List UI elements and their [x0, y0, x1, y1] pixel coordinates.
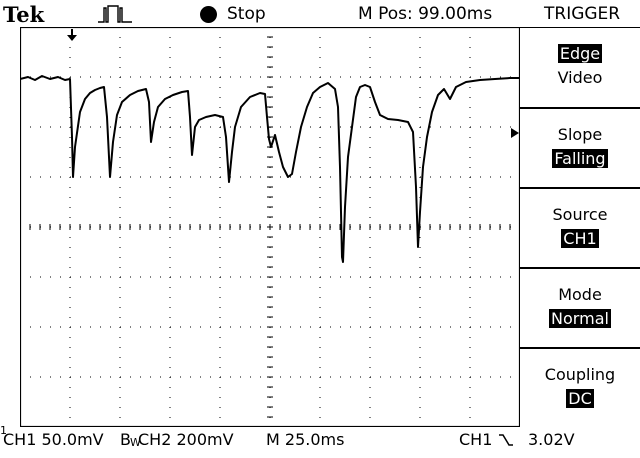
- run-state: Stop: [227, 4, 266, 24]
- menu-item-3[interactable]: Mode Normal: [520, 267, 640, 347]
- menu-title: TRIGGER: [544, 4, 621, 24]
- menu-item-value: Video: [557, 68, 603, 87]
- timebase: M 25.0ms: [266, 430, 345, 449]
- menu-item-1[interactable]: Slope Falling: [520, 107, 640, 187]
- menu-item-label: Mode: [558, 285, 602, 304]
- menu-item-value: CH1: [561, 229, 599, 248]
- menu-item-label: Source: [552, 205, 608, 224]
- menu-item-label: Coupling: [544, 365, 616, 384]
- trigger-level: 3.02V: [528, 430, 575, 449]
- menu-item-0[interactable]: Edge Video: [520, 27, 640, 107]
- menu-item-4[interactable]: Coupling DC: [520, 347, 640, 427]
- menu-item-label: Slope: [557, 125, 603, 144]
- menu-item-value: Falling: [552, 149, 608, 168]
- falling-slope-icon: [499, 434, 513, 446]
- menu-item-value: Normal: [549, 309, 611, 328]
- bandwidth-limit-b: B: [120, 430, 131, 449]
- status-bar: Tek Stop M Pos: 99.00ms TRIGGER: [0, 0, 640, 30]
- ch1-ground-marker: 1: [0, 424, 7, 437]
- trigger-pulse-icon: [98, 5, 132, 23]
- ch1-scale: CH1 50.0mV: [3, 430, 104, 449]
- menu-item-2[interactable]: Source CH1: [520, 187, 640, 267]
- menu-item-label: Edge: [557, 44, 603, 63]
- horizontal-position: M Pos: 99.00ms: [358, 4, 493, 24]
- stop-dot-icon: [200, 6, 217, 23]
- trigger-source: CH1: [459, 430, 493, 449]
- graticule: [20, 27, 520, 427]
- menu-item-value: DC: [566, 389, 594, 408]
- brand-logo: Tek: [3, 2, 45, 27]
- trigger-level-marker-icon: [511, 128, 519, 138]
- ch1-trace: [20, 75, 520, 263]
- readout-bar: 1 CH1 50.0mV B W CH2 200mV M 25.0ms CH1 …: [0, 424, 640, 458]
- trigger-position-marker-icon: [67, 29, 77, 41]
- side-menu: Edge Video Slope Falling Source CH1 Mode Normal…: [520, 27, 640, 427]
- ch2-scale: CH2 200mV: [138, 430, 234, 449]
- waveform-display: [20, 27, 520, 427]
- bandwidth-limit-w: W: [130, 436, 141, 449]
